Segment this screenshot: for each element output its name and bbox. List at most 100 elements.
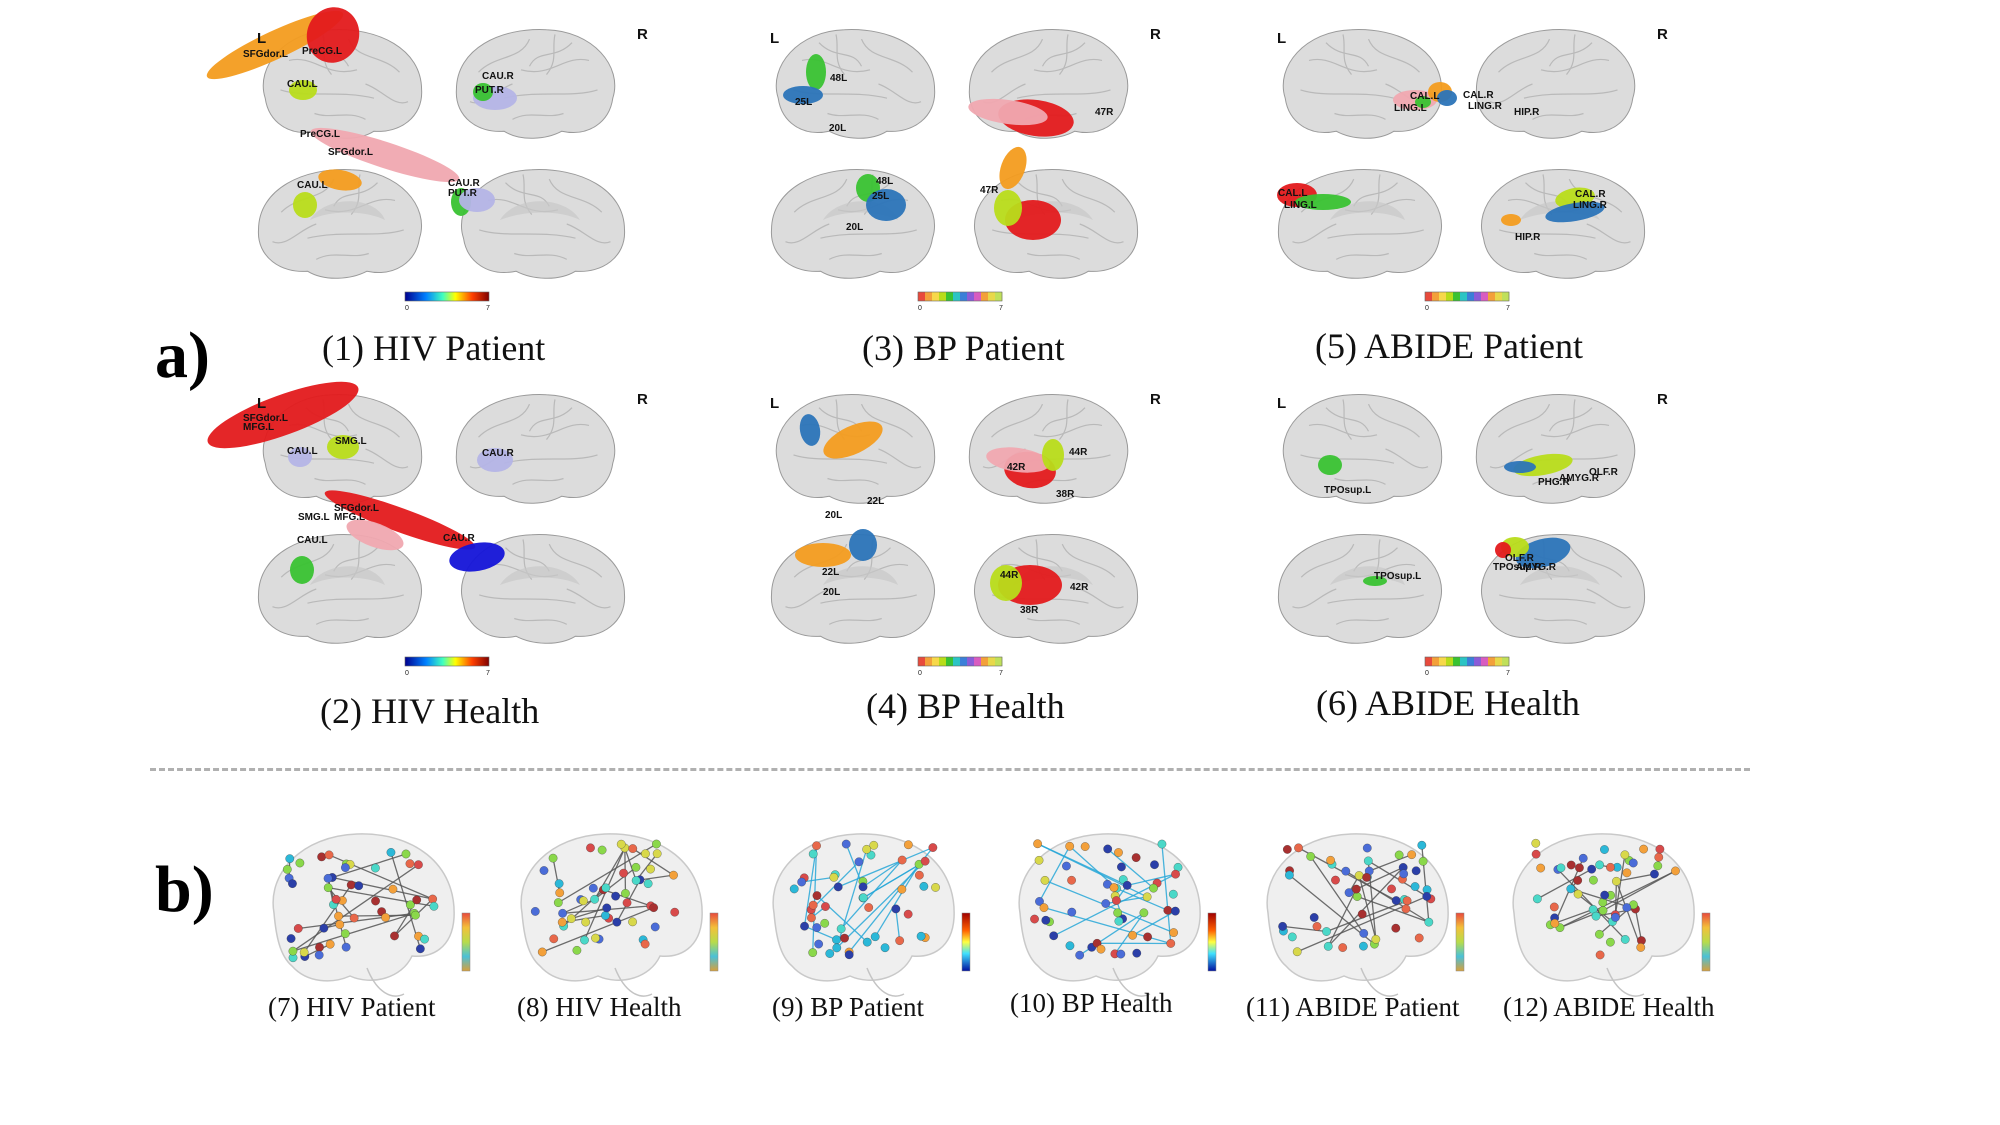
medial-structure: [500, 201, 580, 220]
brain-sulcus: [1041, 42, 1086, 67]
brain-node: [557, 917, 567, 927]
brain-node: [1587, 864, 1597, 874]
region-label: SMG.L: [298, 512, 330, 523]
colorbar-min-label: 0: [1425, 670, 1429, 677]
colorbar-segment: [1474, 657, 1482, 666]
brain-sulcus: [1532, 477, 1584, 485]
brain-node: [808, 948, 818, 957]
colorbar-min-label: 0: [918, 305, 922, 312]
connectivity-edge: [1327, 888, 1357, 947]
brain-sulcus: [1548, 407, 1593, 432]
brain-node: [1171, 869, 1180, 879]
brain-panel-hiv-patient: SFGdor.L PreCG.L CAU.L CAU.R PUT.R PreCG.L SFG…: [206, 7, 655, 320]
brain-sulcus: [1498, 38, 1551, 73]
region-label: 48L: [876, 176, 893, 187]
highlighted-region: [994, 190, 1022, 226]
highlighted-region: [449, 542, 505, 572]
brain-node: [341, 942, 351, 952]
brain-sulcus: [828, 617, 882, 625]
right-hemisphere-marker: R: [1150, 26, 1161, 43]
brain-node: [1394, 850, 1404, 860]
highlighted-region: [473, 83, 493, 101]
brainstem-outline: [1360, 967, 1399, 997]
left-hemisphere-marker: L: [257, 30, 267, 47]
brain-sulcus: [272, 223, 317, 244]
brain-node: [1359, 929, 1369, 938]
connectivity-edge: [837, 846, 934, 888]
brain-node: [530, 907, 540, 916]
brain-node: [405, 900, 415, 910]
brain-node: [1578, 853, 1588, 863]
region-label: 48L: [830, 73, 847, 84]
connectivity-edge: [1367, 860, 1428, 897]
connectivity-edge: [1116, 887, 1169, 911]
connectivity-edge: [801, 876, 834, 883]
brain-node: [1550, 918, 1560, 928]
brain-hemisphere: [257, 534, 422, 644]
brain-sulcus: [827, 477, 879, 485]
vertical-colorbar: [461, 912, 471, 972]
connectivity-caption: (12) ABIDE Health: [1503, 992, 1715, 1022]
brain-node: [1143, 932, 1152, 942]
brain-sulcus: [1061, 543, 1116, 578]
brain-sulcus: [514, 252, 568, 260]
panel-caption: (1) HIV Patient: [322, 328, 546, 368]
brain-sulcus: [820, 594, 917, 604]
brain-node: [1067, 875, 1076, 885]
region-label: LING.L: [1394, 103, 1427, 114]
brain-sulcus: [512, 112, 564, 120]
brain-node: [1556, 863, 1566, 873]
colorbar-max-label: 7: [486, 670, 490, 677]
brain-figure: SFGdor.LMFG.LCAU.LSMG.LCAU.RSMG.LSFGdor.…: [207, 381, 626, 677]
region-label: CAU.R: [482, 71, 514, 82]
brain-sulcus: [1325, 42, 1370, 67]
connectivity-edge: [603, 889, 651, 907]
connectivity-panel-bp-patient: [762, 818, 972, 1018]
colorbar-max-label: 7: [486, 305, 490, 312]
brain-sulcus: [827, 112, 879, 120]
colorbar-min-label: 0: [918, 670, 922, 677]
brain-node: [866, 850, 876, 860]
brain-sulcus: [1566, 399, 1576, 440]
brain-node: [346, 880, 356, 890]
colorbar-border: [1424, 656, 1510, 667]
brain-node: [1620, 935, 1630, 944]
brain-node: [1341, 866, 1351, 876]
brain-node: [590, 894, 599, 904]
brain-node: [1166, 939, 1176, 948]
brain-node: [808, 900, 818, 910]
connectivity-edge: [292, 912, 415, 952]
brain-node: [548, 853, 558, 863]
brain-node: [1114, 848, 1123, 857]
brain-sulcus: [280, 89, 375, 99]
brain-node: [800, 921, 809, 931]
brain-sulcus: [528, 42, 573, 67]
brain-node: [581, 917, 591, 927]
connectivity-caption: (10) BP Health: [1010, 988, 1173, 1018]
region-label: OLF.R: [1505, 553, 1535, 564]
brain-outline: [1277, 534, 1442, 644]
region-label: 42R: [1007, 462, 1026, 473]
brain-node: [833, 882, 843, 892]
brain-node: [870, 932, 880, 942]
brain-node: [586, 843, 595, 853]
brain-node: [628, 844, 638, 853]
brain-node: [314, 950, 324, 960]
brain-node: [1417, 840, 1427, 850]
brain-node: [1595, 950, 1605, 960]
connectivity-edge: [1616, 873, 1655, 882]
connectivity-panel-bp-health: [1008, 818, 1218, 1018]
connectivity-edge: [542, 907, 654, 953]
right-hemisphere-marker: R: [1150, 391, 1161, 408]
region-label: 22L: [867, 496, 884, 507]
left-hemisphere-marker: L: [770, 395, 780, 412]
brain-sulcus: [307, 229, 404, 239]
brain-node: [555, 888, 565, 898]
medial-structure: [1520, 566, 1600, 585]
brain-node: [1573, 889, 1583, 899]
brain-sulcus: [365, 83, 409, 104]
brain-node: [652, 839, 661, 849]
